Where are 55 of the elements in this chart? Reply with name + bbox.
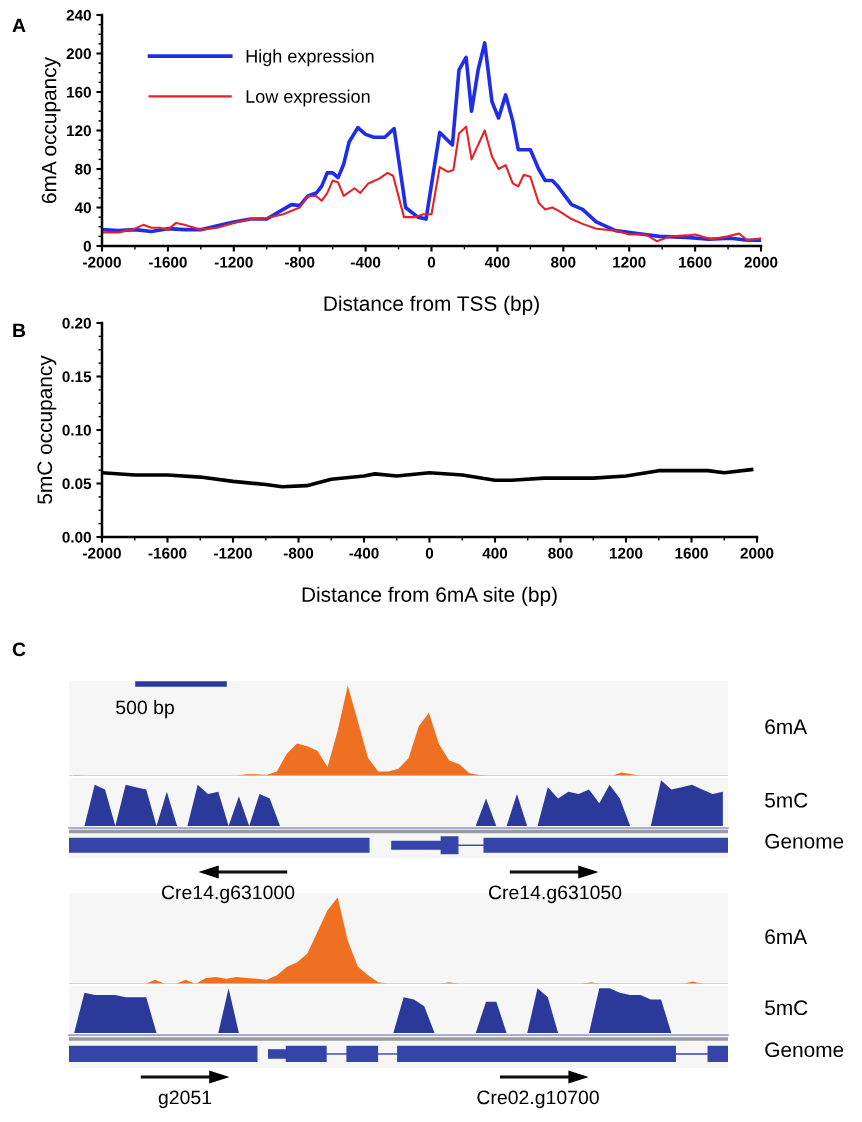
legend-label: High expression bbox=[246, 49, 374, 67]
y-tick-label: 0.05 bbox=[62, 478, 92, 490]
text: Cre02.g10700 bbox=[477, 1090, 599, 1109]
y-tick-label: 200 bbox=[66, 48, 91, 60]
x-tick-label: -1200 bbox=[214, 547, 252, 559]
x-tick-label: 800 bbox=[551, 256, 576, 268]
line-series bbox=[102, 125, 761, 243]
annotation: 500 bp bbox=[116, 700, 174, 719]
y-tick-label: 0.20 bbox=[62, 317, 91, 329]
x-tick-label: 0 bbox=[427, 256, 436, 268]
y-tick-label: 240 bbox=[66, 9, 91, 21]
x-tick-label: 1600 bbox=[679, 256, 712, 268]
x-axis-title: Distance from 6mA site (bp) bbox=[302, 586, 557, 607]
y-tick-label: 40 bbox=[74, 202, 91, 214]
y-axis-title: 6mA occupancy bbox=[41, 57, 61, 203]
text: Genome bbox=[765, 833, 844, 849]
x-tick-label: -1600 bbox=[148, 547, 187, 559]
y-axis-title: 6mA bbox=[765, 719, 808, 735]
x-tick-label: 1200 bbox=[609, 547, 643, 559]
y-tick-label: 160 bbox=[67, 86, 91, 98]
y-axis-title: 5mC occupancy bbox=[37, 355, 57, 504]
legend-label: Low expression bbox=[246, 89, 370, 107]
y-tick-label: 0.15 bbox=[62, 371, 92, 383]
y-axis-title: 5mC bbox=[765, 792, 808, 808]
text: g2051 bbox=[158, 1090, 212, 1109]
x-tick-label: -2000 bbox=[83, 547, 121, 559]
x-tick-label: 1600 bbox=[675, 547, 708, 559]
x-tick-label: -1200 bbox=[214, 256, 253, 268]
annotation: Cre14.g631000 bbox=[161, 885, 295, 904]
x-tick-label: 400 bbox=[482, 547, 508, 559]
x-tick-label: 1200 bbox=[613, 256, 646, 268]
y-tick-label: 0.10 bbox=[62, 424, 91, 436]
x-tick-label: -800 bbox=[285, 256, 315, 268]
text: A bbox=[12, 18, 26, 33]
y-axis-title: 6mA bbox=[765, 929, 808, 945]
x-tick-label: 0 bbox=[425, 547, 434, 559]
y-axis-title: 5mC bbox=[765, 1000, 808, 1016]
x-tick-label: 2000 bbox=[744, 256, 778, 268]
text: C bbox=[12, 642, 26, 657]
y-tick-label: 0 bbox=[83, 240, 91, 252]
x-tick-label: 400 bbox=[484, 256, 510, 268]
x-tick-label: -1600 bbox=[148, 256, 187, 268]
y-tick-label: 80 bbox=[75, 163, 91, 175]
annotation: Cre14.g631050 bbox=[488, 885, 622, 904]
text: Genome bbox=[765, 1042, 844, 1058]
y-tick-label: 0.00 bbox=[62, 531, 91, 543]
x-tick-label: -400 bbox=[350, 256, 381, 268]
x-tick-label: -2000 bbox=[83, 256, 121, 268]
x-axis-title: Distance from TSS (bp) bbox=[324, 295, 539, 316]
y-tick-label: 120 bbox=[67, 125, 91, 137]
x-tick-label: -400 bbox=[349, 547, 379, 559]
x-tick-label: 2000 bbox=[740, 547, 774, 559]
x-tick-label: -800 bbox=[283, 547, 314, 559]
x-tick-label: 800 bbox=[548, 547, 573, 559]
text: B bbox=[13, 323, 26, 338]
